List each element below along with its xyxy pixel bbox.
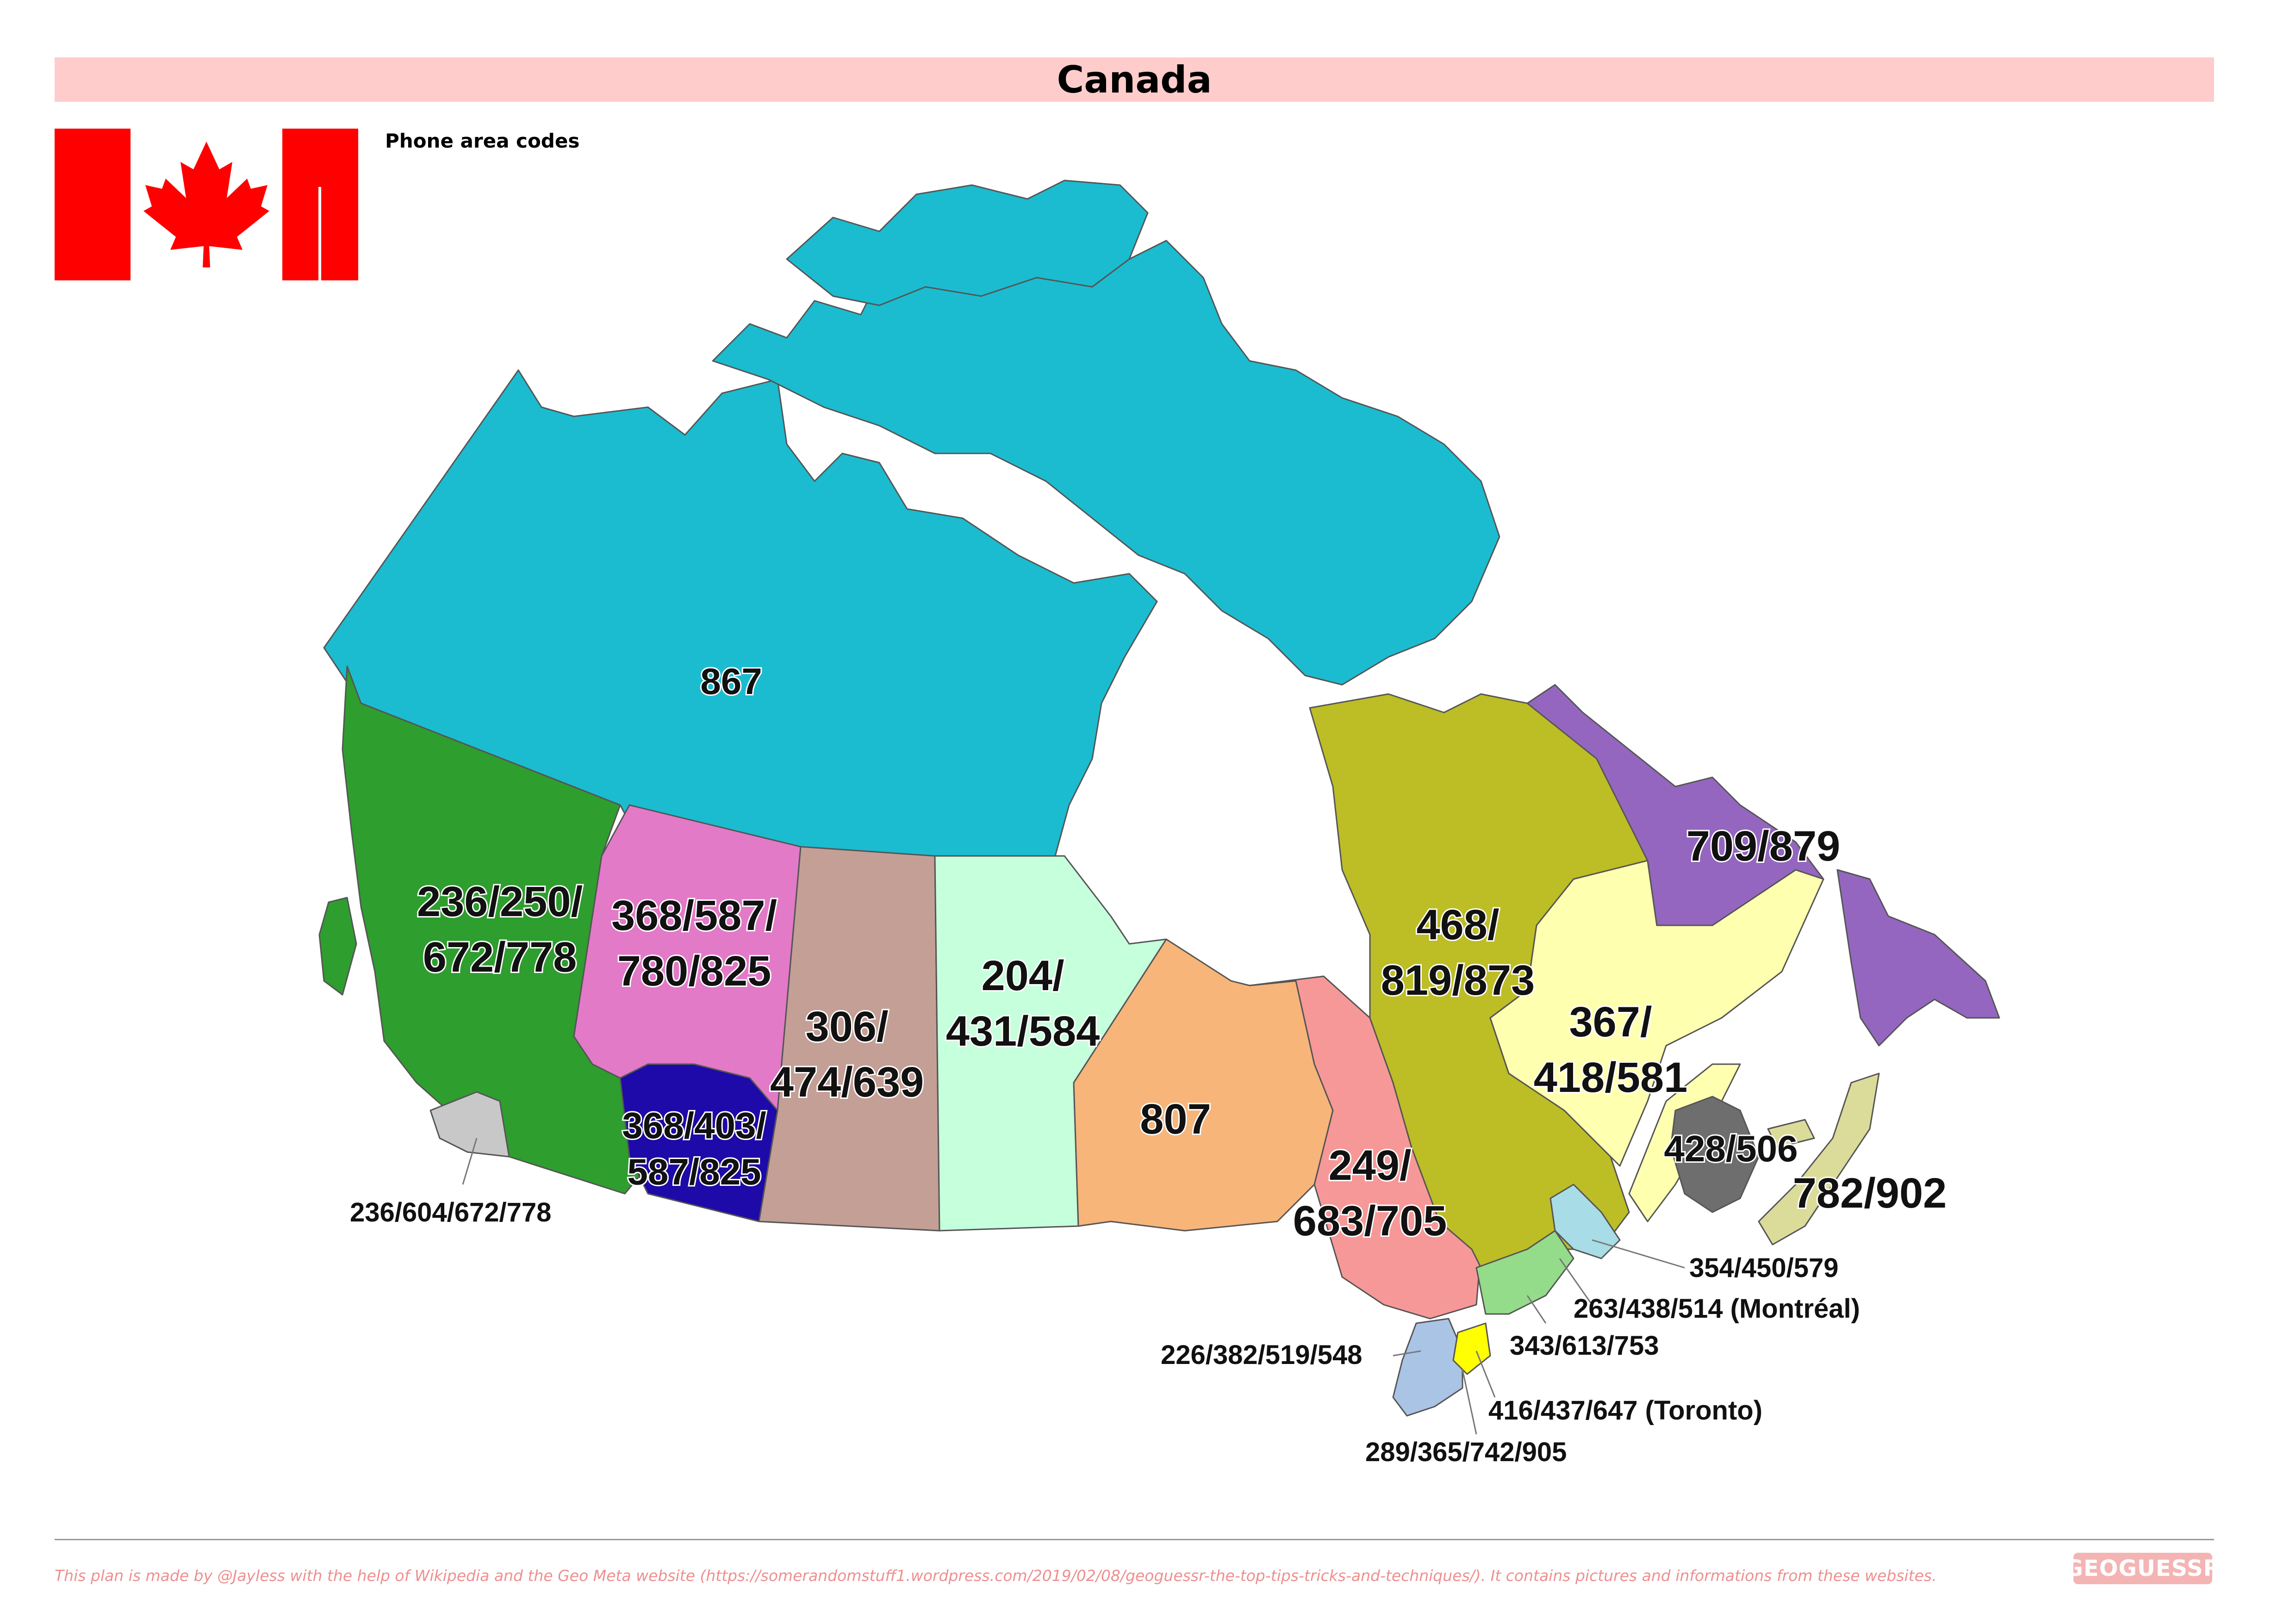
region-saskatchewan xyxy=(758,846,940,1232)
footer-divider xyxy=(55,1539,2214,1540)
callout-line-toronto xyxy=(1475,1351,1496,1398)
region-bc-south xyxy=(429,1091,510,1158)
flag-fold-line xyxy=(318,187,321,280)
region-quebec-south xyxy=(1549,1184,1621,1259)
label-alberta-north-line2: 780/825 xyxy=(617,948,772,995)
region-bc xyxy=(342,665,649,1195)
label-alberta-north-line1: 368/587/ xyxy=(611,892,777,939)
canada-flag xyxy=(55,129,358,280)
label-alberta-south-line1: 368/403/ xyxy=(622,1105,766,1146)
callout-quebec-south: 354/450/579 xyxy=(1689,1253,1839,1283)
callout-lines xyxy=(462,1138,1685,1435)
region-pei xyxy=(1767,1119,1815,1148)
callout-line-quebec-south xyxy=(1592,1239,1685,1269)
region-sw-ontario xyxy=(1392,1318,1463,1417)
label-nova-scotia: 782/902 xyxy=(1793,1170,1947,1217)
callout-line-montreal xyxy=(1559,1258,1593,1305)
callout-vancouver: 236/604/672/778 xyxy=(350,1197,551,1227)
footer-credit: This plan is made by @Jayless with the h… xyxy=(55,1567,1937,1585)
label-north: 867 xyxy=(700,661,762,702)
region-new-brunswick xyxy=(1670,1096,1760,1213)
label-ne-ontario-line1: 249/ xyxy=(1328,1142,1411,1189)
callout-ottawa: 343/613/753 xyxy=(1510,1331,1659,1361)
label-manitoba-line1: 204/ xyxy=(981,952,1064,999)
callout-line-sw-ontario xyxy=(1393,1350,1421,1357)
maple-leaf-icon xyxy=(143,142,269,267)
regions xyxy=(318,180,2000,1417)
callout-line-ottawa xyxy=(1526,1295,1547,1324)
callout-montreal: 263/438/514 (Montréal) xyxy=(1574,1294,1860,1324)
label-bc-line2: 672/778 xyxy=(423,934,577,981)
label-saskatchewan-line2: 474/639 xyxy=(770,1059,924,1106)
region-bc-island xyxy=(318,897,357,996)
region-north xyxy=(323,369,1158,857)
label-new-brunswick: 428/506 xyxy=(1664,1128,1798,1169)
label-labrador: 709/879 xyxy=(1686,823,1841,870)
page-title: Canada xyxy=(1057,58,1212,101)
label-quebec-north-line2: 819/873 xyxy=(1381,957,1535,1004)
flag-left-band xyxy=(55,129,131,280)
callout-golden-horseshoe: 289/365/742/905 xyxy=(1365,1437,1567,1467)
label-saskatchewan-line1: 306/ xyxy=(805,1003,888,1050)
map-subtitle: Phone area codes xyxy=(385,130,580,152)
label-alberta-south-line2: 587/825 xyxy=(627,1151,761,1192)
label-nw-ontario: 807 xyxy=(1140,1096,1211,1143)
region-newfoundland xyxy=(1836,869,2000,1047)
callout-sw-ontario: 226/382/519/548 xyxy=(1161,1340,1362,1370)
label-quebec-east-line2: 418/581 xyxy=(1534,1054,1688,1101)
region-toronto xyxy=(1452,1322,1491,1375)
region-eastern-ontario xyxy=(1475,1230,1574,1315)
region-north-arctic xyxy=(786,180,1149,306)
title-bar: Canada xyxy=(55,57,2214,102)
callout-toronto: 416/437/647 (Toronto) xyxy=(1488,1395,1762,1426)
callout-line-vancouver xyxy=(462,1138,478,1185)
label-manitoba-line2: 431/584 xyxy=(946,1008,1100,1055)
label-ne-ontario-line2: 683/705 xyxy=(1293,1197,1447,1245)
label-bc-line1: 236/250/ xyxy=(417,878,583,925)
callout-line-golden-horseshoe xyxy=(1462,1369,1477,1435)
region-labrador xyxy=(1526,684,1824,926)
label-quebec-east-line1: 367/ xyxy=(1569,998,1652,1046)
geoguessr-logo: GEOGUESSR xyxy=(2065,1553,2221,1584)
region-nova-scotia xyxy=(1758,1072,1880,1246)
label-quebec-north-line1: 468/ xyxy=(1416,901,1499,948)
